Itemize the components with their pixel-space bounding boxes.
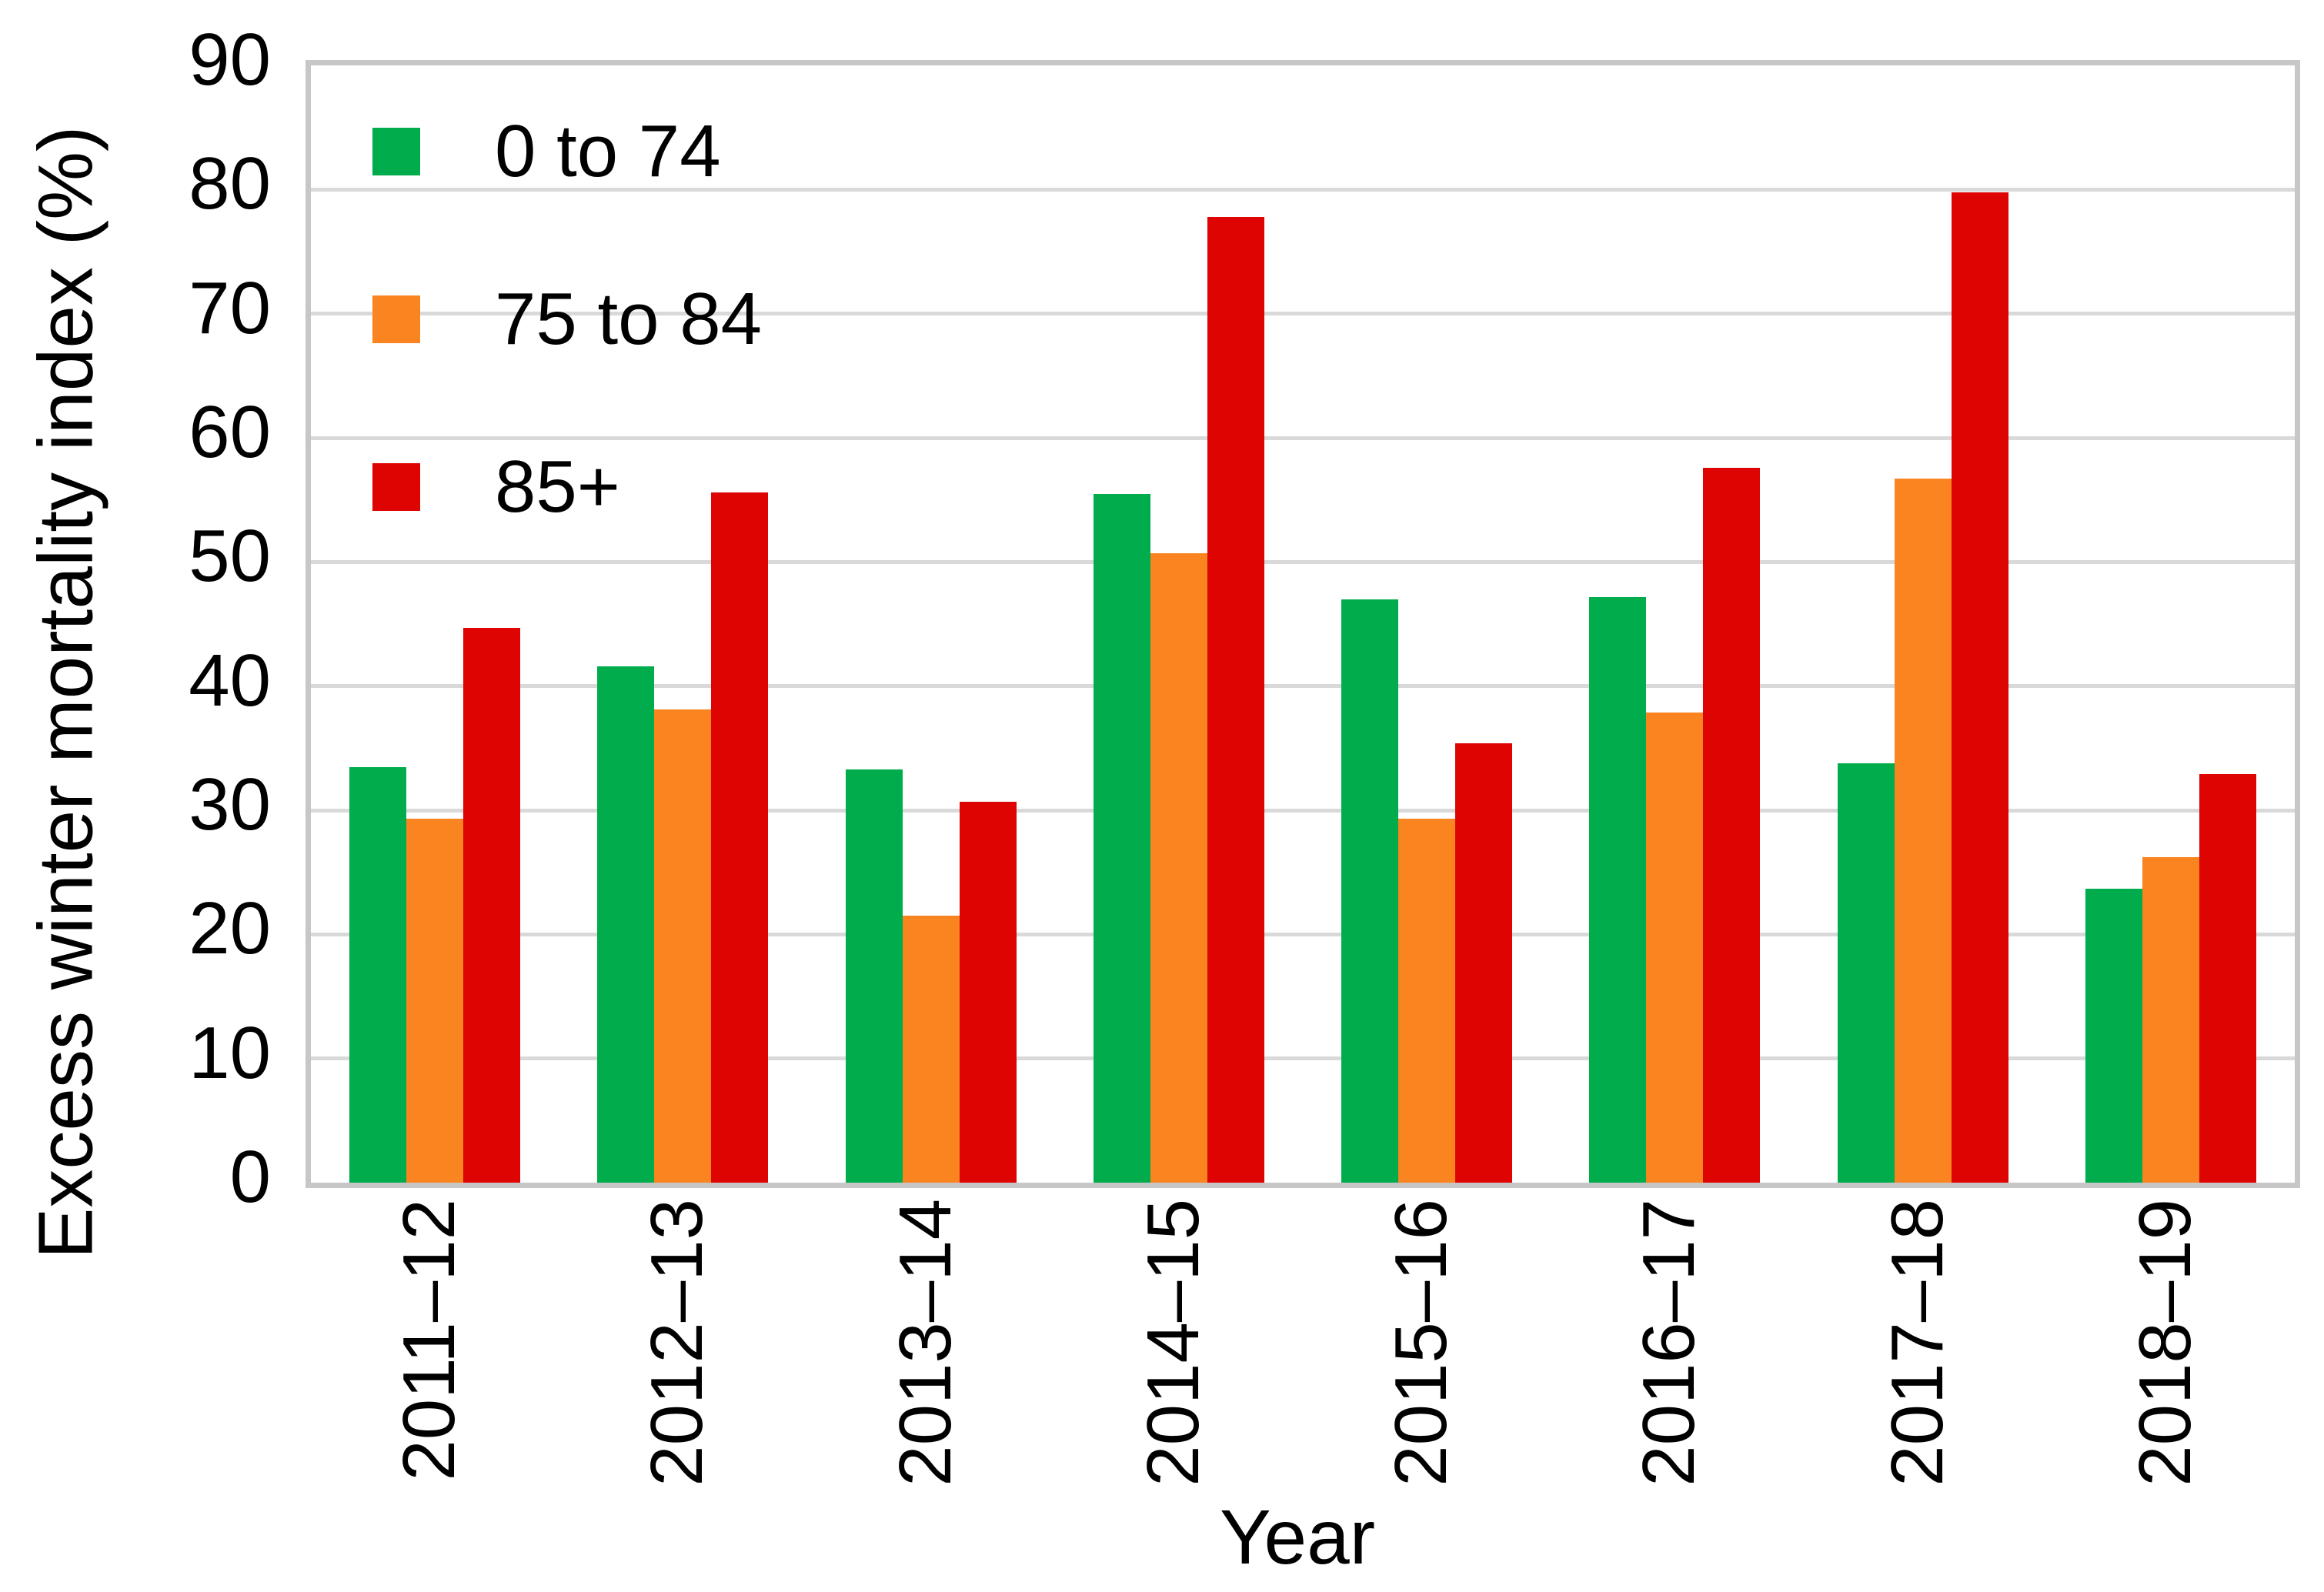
y-tick-label-80: 80 bbox=[189, 142, 271, 225]
x-tick-label-2011–12: 2011–12 bbox=[388, 1199, 675, 1481]
bar-85+-2015–16 bbox=[1455, 743, 1513, 1183]
legend-swatch-icon bbox=[372, 295, 420, 343]
legend-swatch-icon bbox=[372, 463, 420, 511]
bar-0-to-74-2013–14 bbox=[845, 769, 903, 1183]
bar-0-to-74-2014–15 bbox=[1093, 493, 1150, 1183]
legend-label: 85+ bbox=[495, 446, 620, 528]
bar-85+-2012–13 bbox=[711, 492, 769, 1183]
bar-85+-2014–15 bbox=[1207, 216, 1264, 1183]
bar-75-to-84-2011–12 bbox=[406, 819, 464, 1183]
gridline-80 bbox=[311, 187, 2295, 192]
y-tick-label-90: 90 bbox=[189, 18, 271, 101]
legend-swatch-icon bbox=[372, 128, 420, 175]
gridline-10 bbox=[311, 1056, 2295, 1061]
bar-75-to-84-2015–16 bbox=[1398, 819, 1456, 1183]
x-tick-label-text: 2013–14 bbox=[883, 1199, 967, 1487]
x-tick-label-2018–19: 2018–19 bbox=[2124, 1199, 2324, 1487]
y-tick-label-0: 0 bbox=[229, 1136, 271, 1218]
bar-85+-2011–12 bbox=[463, 627, 521, 1183]
x-tick-label-text: 2011–12 bbox=[388, 1199, 471, 1481]
bar-85+-2016–17 bbox=[1703, 467, 1761, 1183]
gridline-30 bbox=[311, 808, 2295, 813]
bar-75-to-84-2018–19 bbox=[2142, 857, 2199, 1183]
y-tick-label-60: 60 bbox=[189, 391, 271, 473]
gridline-40 bbox=[311, 684, 2295, 689]
gridline-20 bbox=[311, 932, 2295, 936]
y-tick-label-50: 50 bbox=[189, 515, 271, 598]
bar-0-to-74-2018–19 bbox=[2085, 888, 2142, 1183]
bar-0-to-74-2015–16 bbox=[1341, 599, 1399, 1183]
legend-label: 0 to 74 bbox=[495, 110, 721, 192]
y-tick-label-40: 40 bbox=[189, 639, 271, 722]
bar-85+-2018–19 bbox=[2199, 774, 2256, 1183]
x-tick-label-text: 2017–18 bbox=[1875, 1199, 1958, 1487]
bar-75-to-84-2012–13 bbox=[654, 709, 712, 1183]
bar-0-to-74-2011–12 bbox=[349, 766, 407, 1183]
bar-75-to-84-2014–15 bbox=[1150, 553, 1207, 1183]
x-tick-label-text: 2018–19 bbox=[2123, 1199, 2206, 1487]
bar-0-to-74-2012–13 bbox=[597, 666, 655, 1183]
x-axis-title: Year bbox=[1219, 1494, 1376, 1580]
bar-85+-2017–18 bbox=[1951, 192, 2008, 1183]
gridline-50 bbox=[311, 559, 2295, 564]
y-tick-label-70: 70 bbox=[189, 266, 271, 349]
y-tick-label-10: 10 bbox=[189, 1011, 271, 1094]
x-tick-label-text: 2016–17 bbox=[1628, 1199, 1711, 1487]
plot-area: 0 to 74 75 to 84 85+ bbox=[306, 60, 2300, 1188]
y-tick-label-30: 30 bbox=[189, 763, 271, 846]
bar-0-to-74-2016–17 bbox=[1589, 596, 1647, 1183]
bar-75-to-84-2016–17 bbox=[1646, 712, 1704, 1183]
bar-0-to-74-2017–18 bbox=[1837, 763, 1895, 1183]
bar-75-to-84-2013–14 bbox=[902, 916, 960, 1183]
x-tick-label-text: 2015–16 bbox=[1380, 1199, 1463, 1487]
gridline-60 bbox=[311, 436, 2295, 440]
legend-label: 75 to 84 bbox=[495, 278, 762, 360]
gridline-70 bbox=[311, 312, 2295, 316]
legend: 0 to 74 75 to 84 85+ bbox=[311, 65, 2295, 1183]
x-tick-label-text: 2014–15 bbox=[1131, 1199, 1214, 1487]
bar-85+-2013–14 bbox=[959, 801, 1017, 1183]
bar-75-to-84-2017–18 bbox=[1894, 479, 1952, 1183]
x-tick-label-text: 2012–13 bbox=[636, 1199, 719, 1487]
y-tick-label-20: 20 bbox=[189, 887, 271, 970]
